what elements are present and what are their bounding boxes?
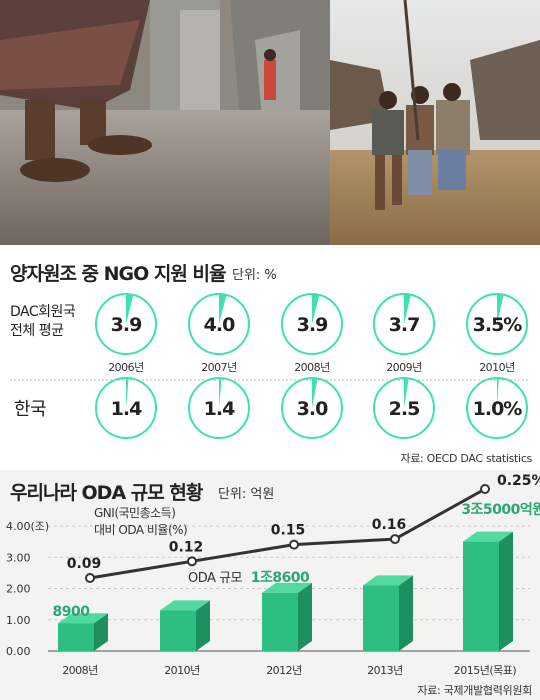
ratio-point: [85, 573, 95, 583]
year-label: 2010년: [479, 361, 515, 374]
bar-side: [298, 582, 312, 651]
pie-value-label: 2.5: [389, 398, 420, 420]
header-photo: [0, 0, 540, 245]
pie-slice: [404, 378, 409, 408]
ngo-pie-charts: 3.9 4.0 3.9 3.7 3.5% 1.4 1.4 3.0 2.5 1.0% 2006년 200…: [10, 293, 530, 439]
pie-slice: [312, 294, 320, 324]
year-label: 2009년: [386, 361, 422, 374]
ratio-value-label: 0.12: [169, 539, 204, 555]
x-tick-label: 2015년(목표): [454, 664, 517, 677]
ratio-label-line2: 대비 ODA 비율(%): [94, 523, 187, 537]
row-label-korea: 한국: [14, 399, 47, 420]
pie-slice: [497, 378, 499, 408]
pie-value-label: 4.0: [204, 314, 235, 336]
year-label: 2008년: [294, 361, 330, 374]
pie-value-label: 1.0%: [473, 398, 523, 420]
oda-section: 우리나라 ODA 규모 현황 단위: 억원 0.00 1.00 2.00 3.00 4.…: [0, 470, 540, 700]
oda-bar-chart: 0.00 1.00 2.00 3.00 4.00(조) 2008년 2010년 2012년 20…: [6, 473, 540, 677]
ratio-point: [390, 534, 400, 545]
ngo-source: 자료: OECD DAC statistics: [400, 452, 532, 465]
y-tick-label: 0.00: [6, 645, 31, 658]
bar-top: [463, 531, 513, 542]
ngo-chart-unit: 단위: %: [232, 268, 277, 283]
bar: [463, 541, 499, 651]
x-tick-label: 2010년: [164, 664, 200, 677]
pie-slice: [404, 294, 411, 324]
ngo-chart-title: 양자원조 중 NGO 지원 비율: [10, 263, 226, 285]
ratio-value-label: 0.09: [67, 556, 102, 572]
ratio-value-label: 0.16: [372, 517, 407, 533]
year-label: 2006년: [108, 361, 144, 374]
bar: [58, 623, 94, 651]
ratio-value-label: 0.25%: [497, 473, 540, 489]
pie-value-label: 3.9: [111, 314, 142, 336]
pie-slice: [219, 294, 227, 324]
ngo-section: 양자원조 중 NGO 지원 비율 단위: % DAC회원국 전체 평균 한국 3…: [0, 245, 540, 470]
bar-value-label: 8900: [53, 604, 91, 620]
x-tick-label: 2013년: [367, 664, 403, 677]
bar-top: [160, 600, 210, 611]
pie-slice: [126, 378, 129, 408]
bar-value-label: 1조8600: [251, 570, 310, 586]
bar-side: [499, 531, 513, 651]
y-tick-label: 1.00: [6, 614, 31, 627]
pie-slice: [219, 378, 222, 408]
bar-top: [262, 582, 312, 593]
row-label-dac-line2: 전체 평균: [10, 323, 64, 339]
pie-slice: [497, 294, 504, 324]
bar-side: [94, 613, 108, 651]
oda-source: 자료: 국제개발협력위원회: [417, 684, 532, 697]
year-label: 2007년: [201, 361, 237, 374]
pie-value-label: 3.9: [297, 314, 328, 336]
oda-chart-unit: 단위: 억원: [218, 487, 275, 502]
pie-value-label: 3.0: [297, 398, 328, 420]
bar-side: [196, 600, 210, 651]
y-tick-label: 4.00(조): [6, 520, 49, 533]
pie-slice: [126, 294, 134, 324]
x-tick-label: 2008년: [62, 664, 98, 677]
bar-top: [363, 575, 413, 586]
bar: [160, 610, 196, 651]
oda-label-prefix: ODA 규모: [188, 571, 242, 586]
pie-value-label: 3.5%: [473, 314, 523, 336]
bar: [262, 592, 298, 651]
oda-chart-title: 우리나라 ODA 규모 현황: [10, 482, 203, 504]
bar-value-label: 3조5000억원: [461, 502, 540, 518]
bar: [363, 585, 399, 651]
ratio-point: [480, 484, 490, 494]
x-tick-label: 2012년: [266, 664, 302, 677]
pie-slice: [312, 378, 318, 408]
y-tick-label: 3.00: [6, 551, 31, 564]
bar-top: [58, 613, 108, 624]
pie-value-label: 1.4: [111, 398, 142, 420]
bar-side: [399, 575, 413, 651]
pie-value-label: 3.7: [389, 314, 420, 336]
y-tick-label: 2.00: [6, 583, 31, 596]
pie-value-label: 1.4: [204, 398, 235, 420]
ratio-value-label: 0.15: [271, 523, 306, 539]
ratio-point: [187, 556, 197, 567]
row-label-dac: DAC회원국 전체 평균: [10, 303, 76, 341]
row-label-dac-line1: DAC회원국: [10, 304, 76, 320]
ratio-point: [289, 539, 299, 550]
ratio-label-line1: GNI(국민총소득): [94, 506, 175, 520]
